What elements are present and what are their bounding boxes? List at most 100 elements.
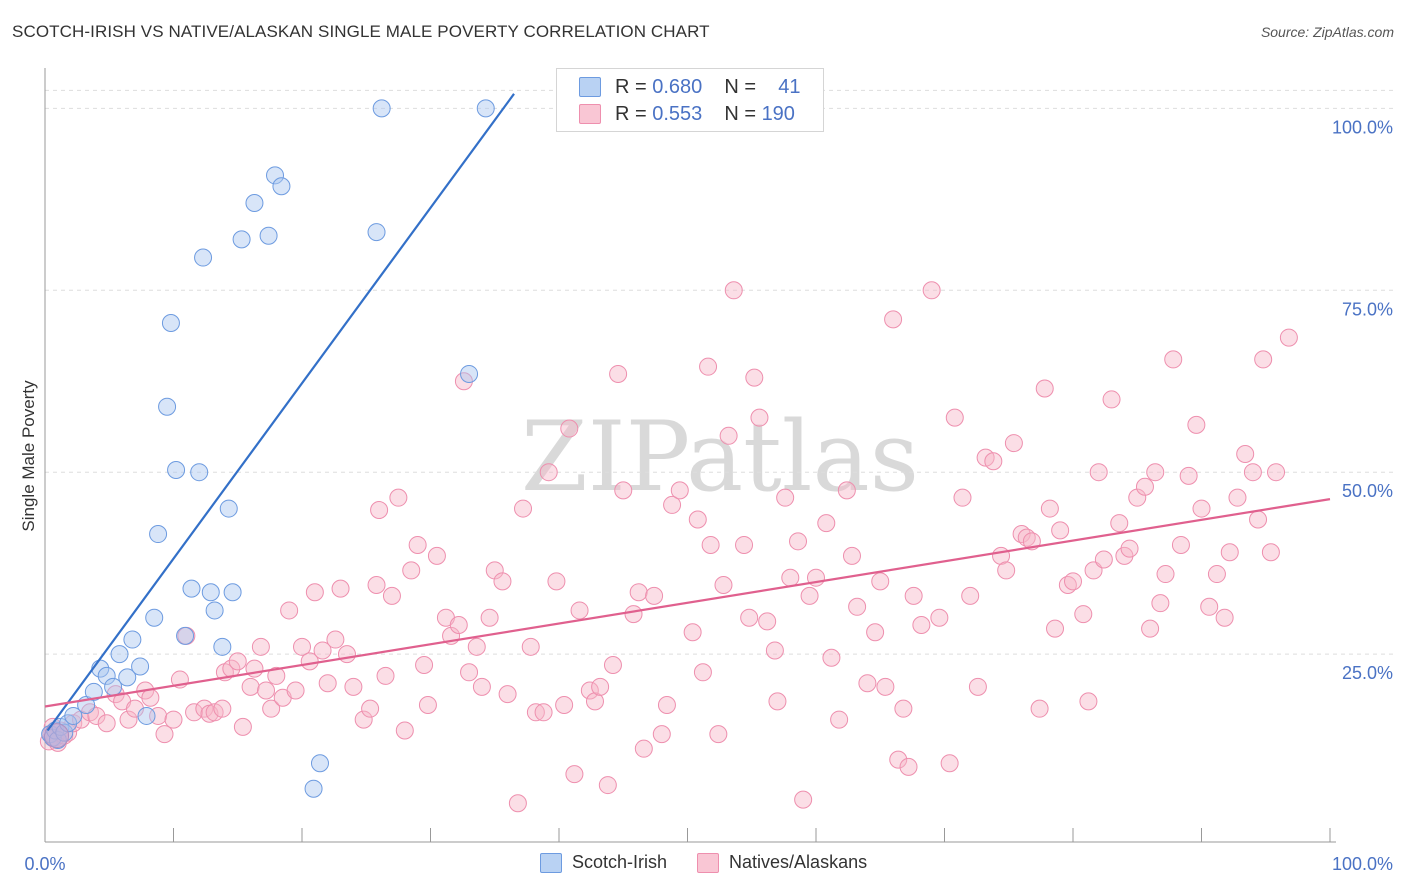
- grid-lines: [45, 89, 1395, 655]
- natives-alaskans-point: [1102, 390, 1121, 409]
- scotch-irish-point: [223, 583, 242, 602]
- natives-alaskans-point: [652, 725, 671, 744]
- scotch-irish-point: [460, 364, 479, 383]
- natives-alaskans-point: [326, 630, 345, 649]
- series-legend: Scotch-Irish Natives/Alaskans: [540, 852, 897, 873]
- natives-alaskans-point: [776, 488, 795, 507]
- legend-label: Natives/Alaskans: [729, 852, 868, 872]
- scotch-irish-point: [190, 463, 209, 482]
- natives-alaskans-point: [663, 495, 682, 514]
- natives-alaskans-point: [830, 710, 849, 729]
- natives-alaskans-point: [382, 586, 401, 605]
- natives-alaskans-point: [740, 608, 759, 627]
- natives-alaskans-point: [331, 579, 350, 598]
- watermark: ZIPatlas: [521, 401, 919, 513]
- natives-alaskans-point: [629, 583, 648, 602]
- natives-alaskans-point: [1064, 572, 1082, 591]
- scotch-irish-point: [194, 248, 213, 267]
- natives-alaskans-point: [1035, 379, 1054, 398]
- blue-swatch: [579, 77, 601, 97]
- natives-alaskans-point: [449, 615, 468, 634]
- natives-alaskans-point: [460, 663, 479, 682]
- natives-alaskans-point: [930, 608, 949, 627]
- natives-alaskans-point: [1254, 350, 1273, 369]
- natives-alaskans-point: [591, 677, 610, 696]
- natives-alaskans-point: [1187, 415, 1206, 434]
- scotch-irish-point: [110, 645, 129, 664]
- natives-alaskans-point: [945, 408, 964, 427]
- scotch-irish-point: [219, 499, 238, 518]
- legend-item-natives-alaskans[interactable]: Natives/Alaskans: [697, 852, 867, 873]
- natives-alaskans-point: [402, 561, 421, 580]
- scotch-irish-point: [145, 608, 164, 627]
- natives-alaskans-point: [472, 677, 491, 696]
- natives-alaskans-point: [1215, 608, 1234, 627]
- natives-alaskans-point: [1089, 463, 1108, 482]
- scotch-irish-point: [259, 226, 278, 245]
- scotch-irish-point: [205, 601, 224, 620]
- legend-item-scotch-irish[interactable]: Scotch-Irish: [540, 852, 667, 873]
- natives-alaskans-point: [286, 681, 305, 700]
- scotch-irish-point: [118, 668, 137, 687]
- natives-alaskans-point: [534, 703, 553, 722]
- natives-alaskans-point: [912, 615, 931, 634]
- natives-alaskans-point: [508, 794, 527, 813]
- natives-alaskans-point: [724, 281, 743, 300]
- legend-row-natives-alaskans: R = 0.553 N = 190: [579, 102, 795, 126]
- natives-alaskans-point: [1279, 328, 1298, 347]
- scotch-irish-point: [245, 193, 264, 212]
- natives-alaskans-point: [758, 612, 777, 631]
- natives-alaskans-point: [213, 699, 232, 718]
- natives-alaskans-point: [555, 696, 574, 715]
- natives-alaskans-point: [1207, 565, 1226, 584]
- natives-alaskans-point: [467, 637, 486, 656]
- natives-alaskans-point: [427, 546, 446, 565]
- scotch-irish-point: [176, 626, 195, 645]
- natives-alaskans-point: [415, 656, 434, 675]
- pink-swatch: [697, 852, 720, 873]
- natives-alaskans-points: [39, 281, 1298, 813]
- natives-alaskans-point: [1058, 575, 1077, 594]
- scotch-irish-point: [97, 666, 116, 685]
- natives-alaskans-point: [1141, 619, 1160, 638]
- natives-alaskans-point: [866, 623, 885, 642]
- natives-alaskans-point: [1151, 594, 1170, 613]
- r-label: R =: [615, 102, 647, 125]
- scotch-irish-point: [304, 779, 323, 798]
- natives-alaskans-point: [195, 699, 214, 718]
- natives-alaskans-point: [968, 677, 987, 696]
- natives-alaskans-point: [361, 699, 380, 718]
- natives-alaskans-point: [1074, 605, 1093, 624]
- natives-alaskans-point: [701, 535, 720, 554]
- scotch-irish-point: [161, 314, 180, 333]
- natives-alaskans-point: [1004, 434, 1023, 453]
- scotch-irish-point: [123, 630, 142, 649]
- natives-alaskans-point: [984, 452, 1003, 471]
- natives-alaskans-point: [267, 666, 286, 685]
- overlap-cluster-point: [44, 723, 70, 749]
- natives-alaskans-point: [1120, 539, 1139, 558]
- r-value: 0.553: [652, 102, 703, 125]
- natives-alaskans-point: [1171, 535, 1190, 554]
- natives-alaskans-point: [1261, 543, 1280, 562]
- natives-alaskans-point: [241, 677, 260, 696]
- scotch-irish-point: [232, 230, 251, 249]
- natives-alaskans-point: [997, 561, 1016, 580]
- y-tick-label: 50.0%: [1342, 481, 1393, 501]
- x-tick-label: 100.0%: [1332, 854, 1393, 874]
- natives-alaskans-point: [119, 710, 138, 729]
- natives-alaskans-point: [521, 637, 540, 656]
- blue-swatch: [540, 852, 562, 873]
- natives-alaskans-point: [953, 488, 972, 507]
- natives-alaskans-point: [318, 674, 337, 693]
- natives-alaskans-point: [822, 648, 841, 667]
- natives-alaskans-point: [228, 652, 247, 671]
- natives-alaskans-point: [940, 754, 959, 773]
- trend-lines: [44, 93, 1331, 732]
- natives-alaskans-point: [280, 601, 299, 620]
- legend-label: Scotch-Irish: [572, 852, 668, 872]
- y-tick-label: 100.0%: [1332, 117, 1393, 137]
- natives-alaskans-point: [683, 623, 702, 642]
- natives-alaskans-point: [1079, 692, 1098, 711]
- scotch-irish-point: [266, 166, 285, 185]
